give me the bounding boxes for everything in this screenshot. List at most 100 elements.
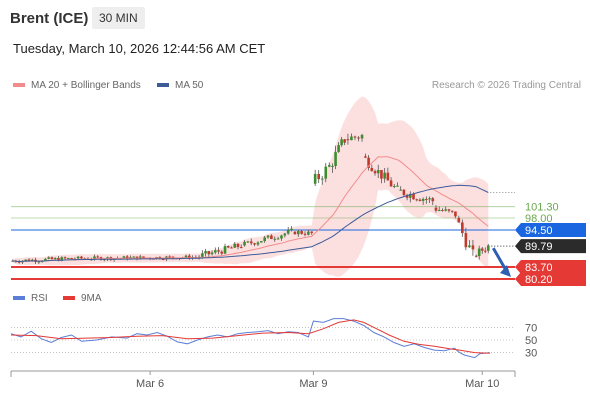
candle-body-96 — [327, 165, 331, 167]
rsi-ma-line — [10, 319, 490, 354]
candle-body-133 — [447, 209, 451, 211]
candle-body-114 — [386, 172, 390, 181]
level-label-80.20: 80.20 — [525, 274, 553, 286]
timeframe-badge[interactable]: 30 MIN — [92, 7, 145, 29]
candle-body-116 — [392, 186, 396, 188]
candle-body-109 — [370, 168, 374, 172]
candle-body-54 — [188, 255, 191, 259]
candle-body-105 — [357, 137, 360, 139]
x-tick-label-0: Mar 6 — [136, 378, 164, 390]
candle-body-142 — [477, 248, 481, 257]
candle-body-101 — [343, 139, 346, 143]
candle-body-100 — [340, 139, 343, 146]
candle-body-91 — [310, 231, 314, 233]
bollinger-bands — [12, 96, 489, 277]
candle-body-60 — [207, 251, 211, 255]
candle-body-120 — [405, 194, 409, 198]
candle-body-13 — [53, 257, 57, 260]
candle-body-17 — [67, 258, 70, 260]
candle-body-68 — [233, 243, 237, 248]
legend-rsi: RSI — [13, 293, 48, 304]
level-tag-83.70 — [515, 260, 586, 275]
candle-body-111 — [376, 169, 380, 174]
candle-body-46 — [161, 258, 165, 260]
last-price-tag — [515, 239, 586, 254]
candle-body-25 — [93, 256, 96, 260]
candle-body-131 — [441, 209, 444, 211]
ma50-line — [12, 184, 489, 263]
candle-body-2 — [17, 261, 21, 263]
candle-body-128 — [431, 198, 435, 202]
candle-body-26 — [96, 256, 100, 258]
candle-body-136 — [457, 218, 461, 223]
candle-body-97 — [331, 166, 334, 168]
candle-body-124 — [418, 199, 422, 201]
candle-body-79 — [270, 235, 273, 240]
timestamp: Tuesday, March 10, 2026 12:44:56 AM CET — [13, 41, 266, 56]
candle-body-49 — [171, 256, 175, 258]
candle-body-64 — [220, 251, 224, 254]
candle-body-11 — [47, 257, 50, 259]
candle-body-107 — [364, 156, 367, 158]
candle-body-83 — [283, 233, 287, 236]
candle-body-110 — [373, 171, 377, 174]
candle-body-145 — [486, 245, 490, 251]
candle-body-104 — [353, 136, 357, 138]
legend-rsi-ma-label: 9MA — [81, 293, 102, 304]
candle-body-89 — [303, 233, 307, 235]
instrument-title: Brent (ICE) — [10, 10, 89, 27]
candle-body-63 — [217, 250, 220, 252]
candle-body-132 — [444, 209, 447, 211]
level-lines — [11, 206, 515, 281]
candle-body-94 — [320, 178, 324, 180]
candle-body-119 — [402, 189, 406, 195]
candle-body-67 — [230, 247, 233, 249]
candle-body-66 — [226, 246, 230, 248]
candle-body-135 — [454, 211, 457, 217]
candle-body-80 — [273, 238, 277, 240]
candle-body-18 — [70, 258, 73, 260]
candle-body-87 — [296, 231, 300, 235]
bollinger-band-fill — [12, 96, 489, 277]
candle-body-125 — [421, 198, 425, 201]
candle-body-95 — [324, 166, 328, 179]
legend-rsi-label: RSI — [31, 293, 48, 304]
candle-body-15 — [60, 257, 64, 261]
candle-body-74 — [253, 243, 256, 245]
level-tag-80.20 — [515, 272, 586, 287]
candle-body-59 — [204, 251, 207, 254]
ma50-swatch — [157, 83, 169, 88]
rsi-tick-30: 30 — [525, 348, 537, 360]
rsi-ma-swatch — [63, 296, 75, 301]
moving-averages — [12, 156, 515, 263]
legend-rsi-ma: 9MA — [63, 293, 102, 304]
candle-body-98 — [334, 152, 337, 167]
candle-body-40 — [142, 256, 145, 258]
candle-body-62 — [214, 250, 217, 253]
level-label-101.30: 101.30 — [525, 202, 559, 214]
candle-body-8 — [37, 261, 41, 263]
candle-body-134 — [450, 210, 454, 212]
level-label-83.70: 83.70 — [525, 262, 553, 274]
candle-body-99 — [337, 145, 340, 153]
x-axis: Mar 6 Mar 9 Mar 10 — [10, 370, 516, 390]
candle-body-117 — [396, 185, 399, 187]
candle-body-34 — [122, 256, 126, 259]
research-credit: Research © 2026 Trading Central — [431, 80, 581, 91]
candle-body-78 — [266, 235, 270, 238]
candle-body-69 — [236, 243, 240, 248]
candle-body-121 — [409, 193, 412, 198]
candle-body-118 — [399, 189, 402, 191]
candle-body-71 — [243, 241, 246, 246]
candle-body-85 — [290, 228, 293, 231]
legend-ma50-label: MA 50 — [175, 80, 204, 91]
candle-body-143 — [480, 248, 484, 251]
candle-body-76 — [260, 241, 263, 243]
candle-body-14 — [57, 257, 60, 261]
rsi-swatch — [13, 296, 25, 301]
level-label-94.50: 94.50 — [525, 225, 553, 237]
candle-body-102 — [346, 139, 350, 141]
